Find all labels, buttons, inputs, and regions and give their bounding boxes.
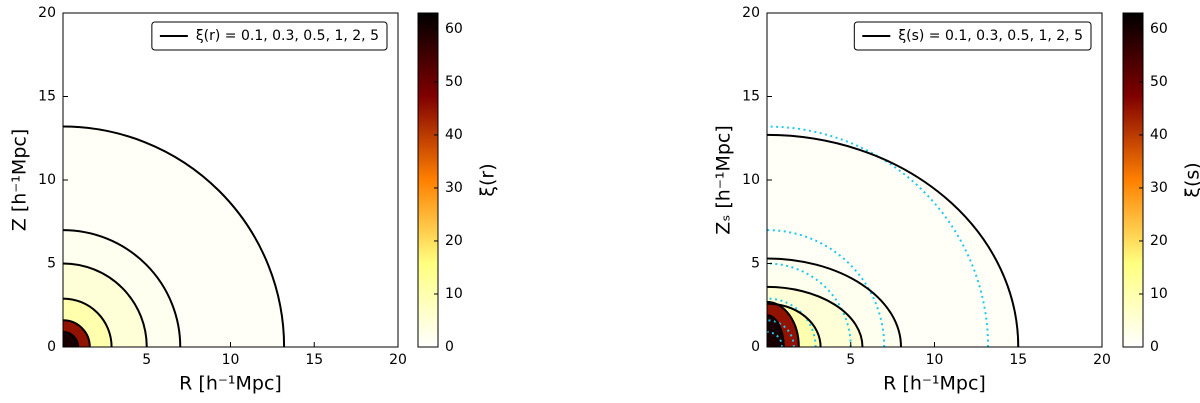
- y-tick-label: 20: [38, 5, 56, 21]
- colorbar-tick-label: 10: [1150, 286, 1168, 302]
- contour-line: [63, 297, 113, 347]
- x-tick-label: 5: [846, 352, 855, 368]
- reference-contour: [767, 297, 817, 347]
- filled-contour: [63, 331, 79, 347]
- colorbar-tick-label: 0: [1150, 339, 1159, 355]
- y-tick-label: 0: [47, 339, 56, 355]
- colorbar-label: ξ(s): [1182, 162, 1200, 197]
- legend: ξ(r) = 0.1, 0.3, 0.5, 1, 2, 5: [151, 21, 388, 51]
- reference-contour: [767, 125, 990, 347]
- x-tick-label: 5: [142, 352, 151, 368]
- y-tick-label: 0: [751, 339, 760, 355]
- plot-area: [63, 13, 398, 347]
- colorbar-tick-label: 10: [445, 286, 463, 302]
- panel: 5 10 15 20 0 5 10 15 20 R [h⁻¹Mpc] Zₛ [h⁻¹Mpc] ξ(s)…: [713, 5, 1200, 395]
- contour-line: [767, 314, 785, 347]
- x-tick-label: 15: [1009, 352, 1027, 368]
- y-tick-label: 15: [38, 89, 56, 105]
- colorbar: [1122, 12, 1144, 348]
- plot-area: [767, 13, 1102, 347]
- legend-label: ξ(r) = 0.1, 0.3, 0.5, 1, 2, 5: [196, 28, 379, 44]
- y-axis-label: Zₛ [h⁻¹Mpc]: [713, 125, 735, 235]
- x-tick-label: 15: [305, 352, 323, 368]
- colorbar-tick-label: 20: [445, 233, 463, 249]
- filled-contour: [767, 315, 784, 347]
- colorbar-label: ξ(r): [477, 163, 499, 196]
- contour-line: [63, 262, 148, 347]
- x-axis-label: R [h⁻¹Mpc]: [179, 373, 282, 395]
- x-tick-label: 10: [222, 352, 240, 368]
- y-tick-label: 20: [742, 5, 760, 21]
- legend-label: ξ(s) = 0.1, 0.3, 0.5, 1, 2, 5: [898, 28, 1083, 44]
- x-tick-label: 10: [926, 352, 944, 368]
- y-tick-label: 10: [38, 172, 56, 188]
- x-tick-label: 20: [389, 352, 407, 368]
- colorbar-tick-label: 40: [1150, 127, 1168, 143]
- y-tick-label: 10: [742, 172, 760, 188]
- contour-line: [767, 133, 1020, 347]
- reference-contour: [767, 262, 852, 347]
- colorbar-tick-label: 0: [445, 339, 454, 355]
- contour-line: [767, 285, 864, 347]
- legend: ξ(s) = 0.1, 0.3, 0.5, 1, 2, 5: [853, 21, 1092, 51]
- x-axis-label: R [h⁻¹Mpc]: [883, 373, 986, 395]
- contour-line: [63, 229, 182, 347]
- contour-line: [63, 330, 80, 347]
- contour-line: [767, 300, 800, 347]
- panel: 5 10 15 20 0 5 10 15 20 R [h⁻¹Mpc] Z [h⁻¹Mpc] ξ(r) …: [9, 5, 499, 395]
- y-tick-label: 15: [742, 89, 760, 105]
- legend-box: [151, 21, 388, 51]
- colorbar-tick-label: 50: [1150, 74, 1168, 90]
- colorbar: [417, 12, 439, 348]
- colorbar-tick-label: 40: [445, 127, 463, 143]
- y-tick-label: 5: [751, 256, 760, 272]
- contour-line: [767, 257, 902, 347]
- y-axis-label: Z [h⁻¹Mpc]: [9, 129, 31, 231]
- colorbar-tick-label: 30: [1150, 180, 1168, 196]
- x-tick-label: 20: [1093, 352, 1111, 368]
- colorbar-tick-label: 60: [445, 21, 463, 37]
- colorbar-tick-label: 30: [445, 180, 463, 196]
- colorbar-tick-label: 20: [1150, 233, 1168, 249]
- contour-line: [63, 319, 91, 347]
- legend-box: [853, 21, 1092, 51]
- reference-contour: [767, 330, 784, 347]
- colorbar-tick-label: 60: [1150, 21, 1168, 37]
- contour-line: [63, 125, 286, 347]
- y-tick-label: 5: [47, 256, 56, 272]
- colorbar-tick-label: 50: [445, 74, 463, 90]
